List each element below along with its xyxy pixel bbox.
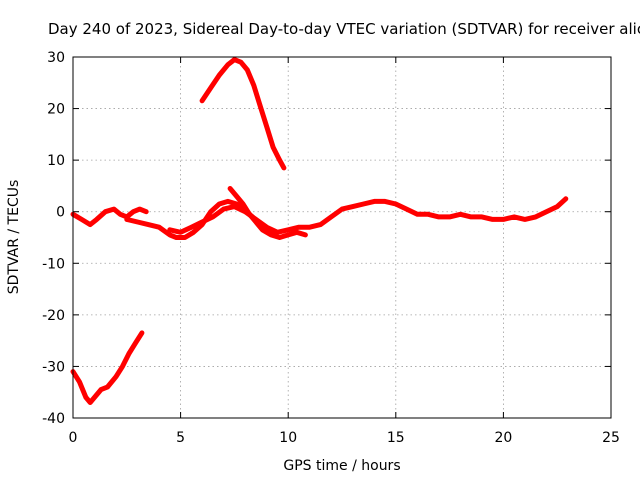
axis-ticks: 0 5 10 15 20 25 -40 -30 -20 -10 0 10 20 30 [42,50,620,446]
y-tick-label-5: 10 [47,153,65,169]
x-tick-label-4: 20 [494,430,512,446]
series-arc-spike [227,186,278,238]
chart-title: Day 240 of 2023, Sidereal Day-to-day VTE… [48,20,640,38]
y-axis-label: SDTVAR / TECUs [6,180,22,295]
series-layer [70,57,569,405]
grid-lines [73,57,611,418]
y-tick-label-2: -20 [42,308,65,324]
plot-frame [72,56,612,419]
series-arc-early [70,206,149,228]
series-arc-main-2 [167,196,569,235]
series-arc-low [70,330,145,405]
x-tick-label-1: 5 [176,430,185,446]
x-tick-label-5: 25 [602,430,620,446]
y-tick-label-3: -10 [42,256,65,272]
y-tick-label-1: -30 [42,359,65,375]
y-tick-label-6: 20 [47,102,65,118]
y-tick-label-7: 30 [47,50,65,66]
y-tick-label-0: -40 [42,411,65,427]
x-axis-label: GPS time / hours [283,458,400,474]
y-tick-label-4: 0 [56,205,65,221]
series-arc-peak [199,57,287,171]
x-tick-label-0: 0 [69,430,78,446]
x-tick-label-3: 15 [387,430,405,446]
x-tick-label-2: 10 [279,430,297,446]
